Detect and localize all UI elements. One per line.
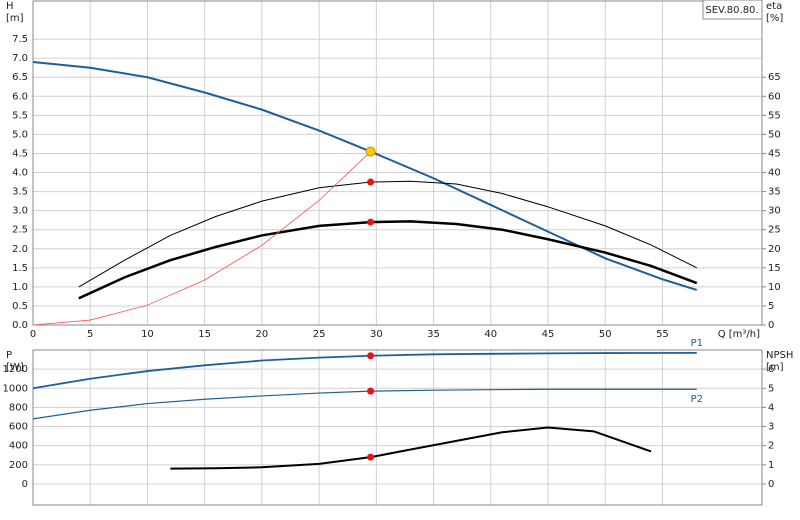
y2-tick-label: 3 xyxy=(768,422,774,433)
y-tick-label: 2.0 xyxy=(12,244,28,255)
y2-tick-label: 65 xyxy=(768,72,781,83)
y-tick-label: 0.0 xyxy=(12,320,28,331)
curve xyxy=(32,388,697,420)
operating-point xyxy=(367,352,375,360)
y-tick-label: 5.0 xyxy=(12,129,28,140)
title-box xyxy=(702,0,763,20)
y-axis-unit: [m] xyxy=(6,13,24,24)
y2-axis-label: eta xyxy=(766,1,782,12)
y2-tick-label: 0 xyxy=(768,320,774,331)
y2-tick-label: 20 xyxy=(768,244,781,255)
x-tick-label: 0 xyxy=(30,329,36,340)
curve xyxy=(32,351,697,390)
y-tick-label: 3.5 xyxy=(12,187,28,198)
y-tick-label: 4.5 xyxy=(12,148,28,159)
plot-frame xyxy=(32,349,763,506)
y2-tick-label: 0 xyxy=(768,479,774,490)
y2-tick-label: 1 xyxy=(768,460,774,471)
operating-point xyxy=(367,178,375,186)
y-tick-label: 3.0 xyxy=(12,206,28,217)
x-tick-label: 30 xyxy=(370,329,383,340)
y-tick-label: 200 xyxy=(9,460,28,471)
y2-tick-label: 15 xyxy=(768,263,781,274)
x-tick-label: 20 xyxy=(256,329,269,340)
x-tick-label: 10 xyxy=(141,329,154,340)
y-axis-label: P xyxy=(6,350,12,361)
y-tick-label: 0 xyxy=(22,479,28,490)
y2-axis-label: NPSH xyxy=(766,350,793,361)
y2-tick-label: 5 xyxy=(768,383,774,394)
y-tick-label: 800 xyxy=(9,402,28,413)
operating-point xyxy=(365,146,376,157)
y-tick-label: 6.0 xyxy=(12,91,28,102)
y2-tick-label: 6 xyxy=(768,364,774,375)
y-tick-label: 0.5 xyxy=(12,301,28,312)
operating-point xyxy=(367,387,375,395)
y2-tick-label: 40 xyxy=(768,168,781,179)
x-tick-label: 50 xyxy=(599,329,612,340)
x-tick-label: 25 xyxy=(313,329,326,340)
y2-tick-label: 45 xyxy=(768,148,781,159)
y2-tick-label: 30 xyxy=(768,206,781,217)
y2-tick-label: 10 xyxy=(768,282,781,293)
y2-tick-label: 4 xyxy=(768,402,774,413)
y2-tick-label: 55 xyxy=(768,110,781,121)
y-tick-label: 5.5 xyxy=(12,110,28,121)
y2-tick-label: 60 xyxy=(768,91,781,102)
y-tick-label: 2.5 xyxy=(12,225,28,236)
x-tick-label: 55 xyxy=(656,329,669,340)
x-tick-label: 35 xyxy=(427,329,440,340)
y-tick-label: 1.0 xyxy=(12,282,28,293)
x-tick-label: 45 xyxy=(542,329,555,340)
y-tick-label: 400 xyxy=(9,441,28,452)
y-tick-label: 7.0 xyxy=(12,53,28,64)
plot-frame xyxy=(32,0,763,326)
operating-point xyxy=(367,453,375,461)
curve xyxy=(78,180,697,288)
y-tick-label: 1.5 xyxy=(12,263,28,274)
y2-tick-label: 5 xyxy=(768,301,774,312)
curve-label: P1 xyxy=(691,338,703,349)
x-tick-label: 40 xyxy=(484,329,497,340)
y2-axis-unit: [%] xyxy=(766,13,783,24)
y2-tick-label: 50 xyxy=(768,129,781,140)
y2-tick-label: 2 xyxy=(768,441,774,452)
x-tick-label: 15 xyxy=(198,329,211,340)
chart-title: SEV.80.80. xyxy=(705,5,758,16)
y-tick-label: 7.5 xyxy=(12,34,28,45)
y-tick-label: 4.0 xyxy=(12,168,28,179)
y-tick-label: 1000 xyxy=(3,383,28,394)
y-tick-label: 1200 xyxy=(3,364,28,375)
y-tick-label: 6.5 xyxy=(12,72,28,83)
y2-tick-label: 35 xyxy=(768,187,781,198)
x-tick-label: 5 xyxy=(87,329,93,340)
y-axis-label: H xyxy=(6,1,14,12)
curve xyxy=(32,151,371,326)
y-axis-unit: [W] xyxy=(6,362,24,373)
x-axis-label: Q [m³/h] xyxy=(718,329,760,340)
operating-point xyxy=(367,218,375,226)
y2-axis-unit: [m] xyxy=(766,362,784,373)
curve-label: P2 xyxy=(691,394,703,405)
curve xyxy=(170,426,652,470)
y2-tick-label: 25 xyxy=(768,225,781,236)
curve xyxy=(78,220,698,300)
y-tick-label: 600 xyxy=(9,422,28,433)
